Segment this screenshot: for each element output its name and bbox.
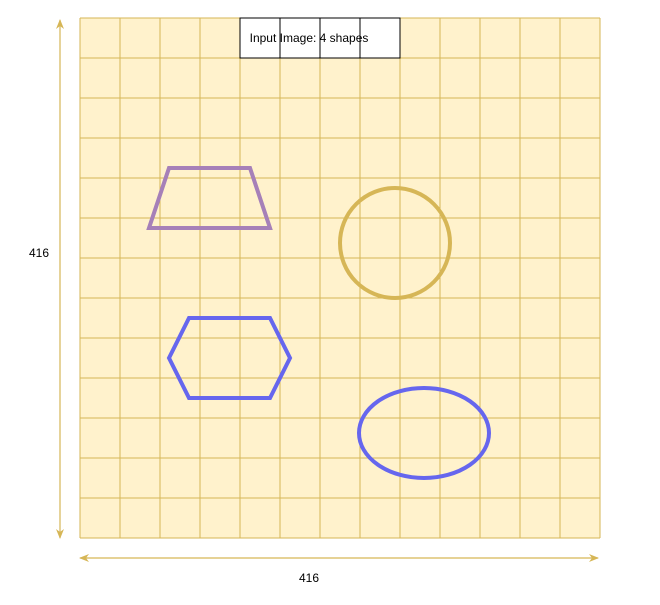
circle-shape	[338, 186, 452, 300]
grid-lines	[79, 17, 601, 539]
ellipse-shape	[357, 386, 491, 480]
title-cell	[279, 17, 321, 59]
hexagon-shape	[166, 316, 293, 400]
diagram-title: Input Image: 4 shapes	[250, 31, 369, 45]
title-cell	[359, 17, 401, 59]
title-cell	[239, 17, 281, 59]
width-dimension-label: 416	[299, 571, 319, 585]
title-cell	[319, 17, 361, 59]
title-box: Input Image: 4 shapes	[239, 17, 401, 59]
grid-canvas	[80, 18, 600, 538]
trapezoid-shape	[146, 166, 273, 230]
height-dimension-label: 416	[29, 246, 49, 260]
